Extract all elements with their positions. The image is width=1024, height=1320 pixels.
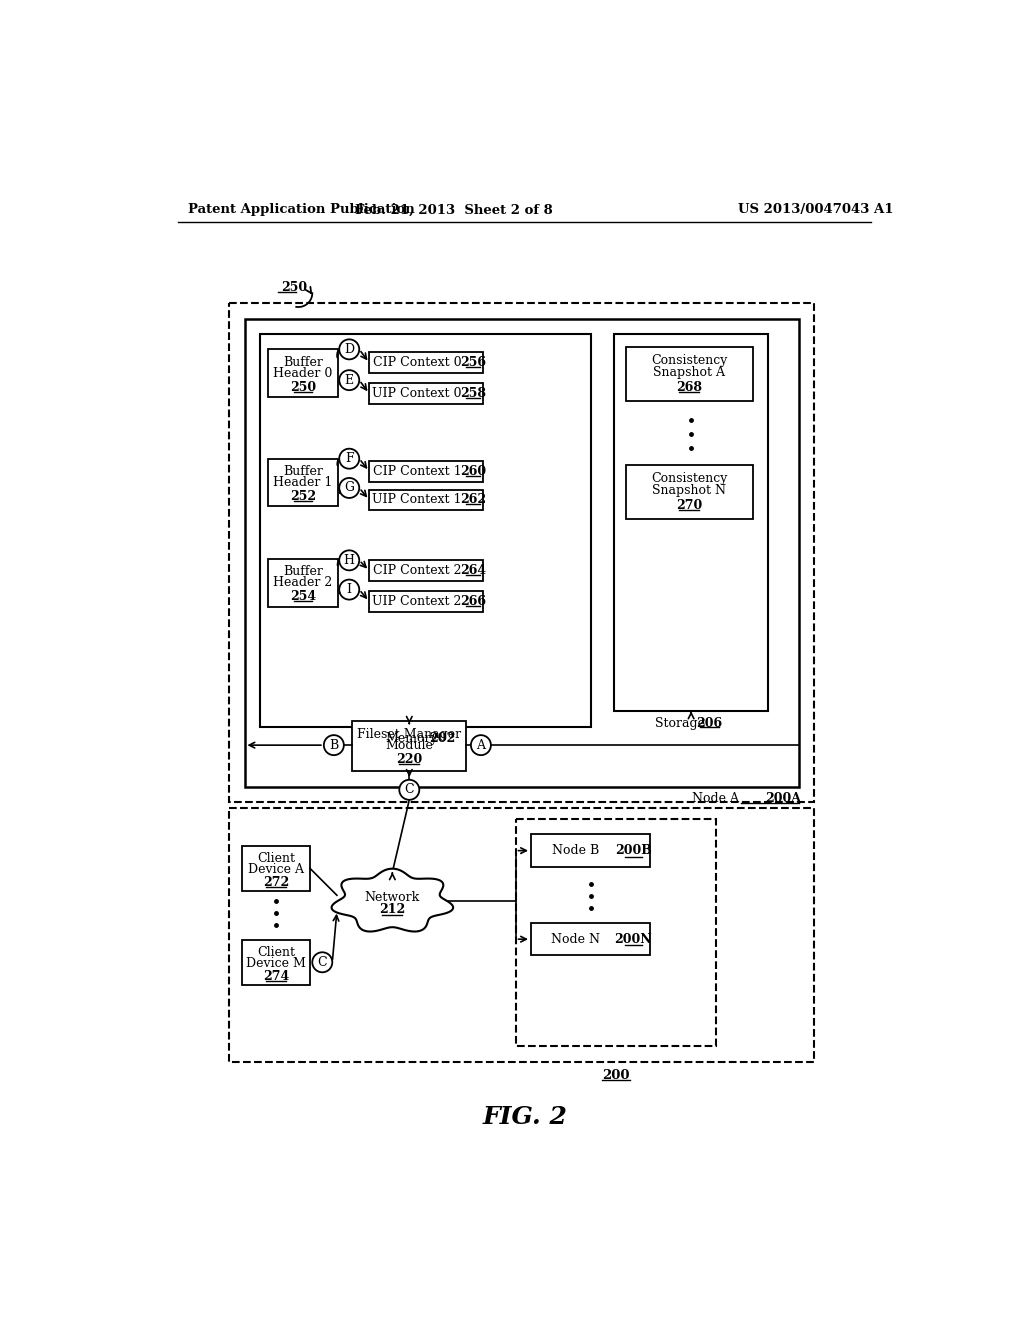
Bar <box>267 350 339 397</box>
Bar <box>229 808 814 1061</box>
Text: 220: 220 <box>396 754 423 767</box>
Bar <box>370 490 483 511</box>
Text: A: A <box>476 739 485 751</box>
Text: D: D <box>344 343 354 356</box>
Text: Snapshot N: Snapshot N <box>652 483 726 496</box>
Circle shape <box>339 370 359 391</box>
Bar <box>370 461 483 482</box>
Text: 252: 252 <box>290 490 316 503</box>
Text: 250: 250 <box>290 380 316 393</box>
Text: Client: Client <box>257 851 295 865</box>
Text: F: F <box>345 453 353 465</box>
Text: 212: 212 <box>379 903 406 916</box>
Text: G: G <box>344 482 354 495</box>
Text: 200N: 200N <box>614 933 652 945</box>
Text: 200B: 200B <box>615 843 652 857</box>
Bar <box>267 459 339 507</box>
Text: 270: 270 <box>676 499 702 512</box>
Circle shape <box>339 478 359 498</box>
Text: Module: Module <box>385 739 433 752</box>
Text: UIP Context 1: UIP Context 1 <box>373 492 462 506</box>
Circle shape <box>339 339 359 359</box>
Text: E: E <box>345 374 354 387</box>
Text: B: B <box>329 739 339 751</box>
Text: 200A: 200A <box>766 792 802 805</box>
Bar <box>515 818 716 1047</box>
Bar <box>370 352 483 374</box>
Text: FIG. 2: FIG. 2 <box>482 1105 567 1129</box>
Text: Fileset Manager: Fileset Manager <box>357 727 462 741</box>
Text: 250: 250 <box>281 281 307 294</box>
Circle shape <box>399 780 419 800</box>
Text: Device A: Device A <box>248 862 304 875</box>
Bar <box>626 347 753 401</box>
Text: Device M: Device M <box>246 957 306 970</box>
Text: 206: 206 <box>696 717 723 730</box>
Text: 262: 262 <box>460 492 486 506</box>
Circle shape <box>324 735 344 755</box>
Text: Header 1: Header 1 <box>273 477 333 490</box>
Bar <box>370 383 483 404</box>
Text: 254: 254 <box>290 590 316 603</box>
Text: Storage: Storage <box>654 717 705 730</box>
Bar <box>614 334 768 711</box>
Text: CIP Context 1: CIP Context 1 <box>373 465 462 478</box>
Text: US 2013/0047043 A1: US 2013/0047043 A1 <box>738 203 894 216</box>
Text: 264: 264 <box>460 564 486 577</box>
Text: Header 0: Header 0 <box>273 367 333 380</box>
Text: 272: 272 <box>263 875 289 888</box>
Text: 268: 268 <box>676 381 702 395</box>
Text: 274: 274 <box>263 970 289 982</box>
Text: 256: 256 <box>460 356 486 370</box>
Text: Buffer: Buffer <box>283 465 323 478</box>
Text: Buffer: Buffer <box>283 565 323 578</box>
Circle shape <box>471 735 490 755</box>
Bar <box>243 940 310 985</box>
Circle shape <box>339 449 359 469</box>
Text: Feb. 21, 2013  Sheet 2 of 8: Feb. 21, 2013 Sheet 2 of 8 <box>355 203 553 216</box>
Text: 258: 258 <box>460 387 486 400</box>
Text: 202: 202 <box>429 733 456 746</box>
Text: Consistency: Consistency <box>651 473 727 486</box>
Polygon shape <box>332 869 454 932</box>
Text: Header 2: Header 2 <box>273 576 333 589</box>
Text: Node N: Node N <box>551 933 600 945</box>
Text: Patent Application Publication: Patent Application Publication <box>188 203 415 216</box>
Text: CIP Context 2: CIP Context 2 <box>373 564 461 577</box>
Text: Consistency: Consistency <box>651 354 727 367</box>
Bar <box>229 304 814 803</box>
Bar <box>352 721 466 771</box>
Text: CIP Context 0: CIP Context 0 <box>373 356 462 370</box>
Circle shape <box>339 550 359 570</box>
Bar <box>370 591 483 612</box>
Text: I: I <box>347 583 351 597</box>
Bar <box>370 560 483 581</box>
Text: Node A: Node A <box>692 792 739 805</box>
Text: H: H <box>344 554 354 566</box>
Bar <box>626 465 753 519</box>
Text: 266: 266 <box>460 594 486 607</box>
Bar <box>531 834 650 867</box>
Text: Memory: Memory <box>385 733 438 746</box>
Text: Network: Network <box>365 891 420 904</box>
Bar <box>260 334 591 726</box>
Text: Client: Client <box>257 945 295 958</box>
Text: Snapshot A: Snapshot A <box>653 366 725 379</box>
Text: 200: 200 <box>602 1069 630 1082</box>
Text: C: C <box>404 783 414 796</box>
Bar <box>531 923 650 956</box>
Text: C: C <box>317 956 327 969</box>
Text: UIP Context 2: UIP Context 2 <box>373 594 462 607</box>
Bar <box>267 558 339 607</box>
Circle shape <box>312 952 333 973</box>
Text: UIP Context 0: UIP Context 0 <box>373 387 462 400</box>
Text: Node B: Node B <box>552 843 599 857</box>
Text: Buffer: Buffer <box>283 356 323 370</box>
Bar <box>243 846 310 891</box>
Text: 260: 260 <box>460 465 486 478</box>
Circle shape <box>339 579 359 599</box>
Bar <box>245 318 799 787</box>
